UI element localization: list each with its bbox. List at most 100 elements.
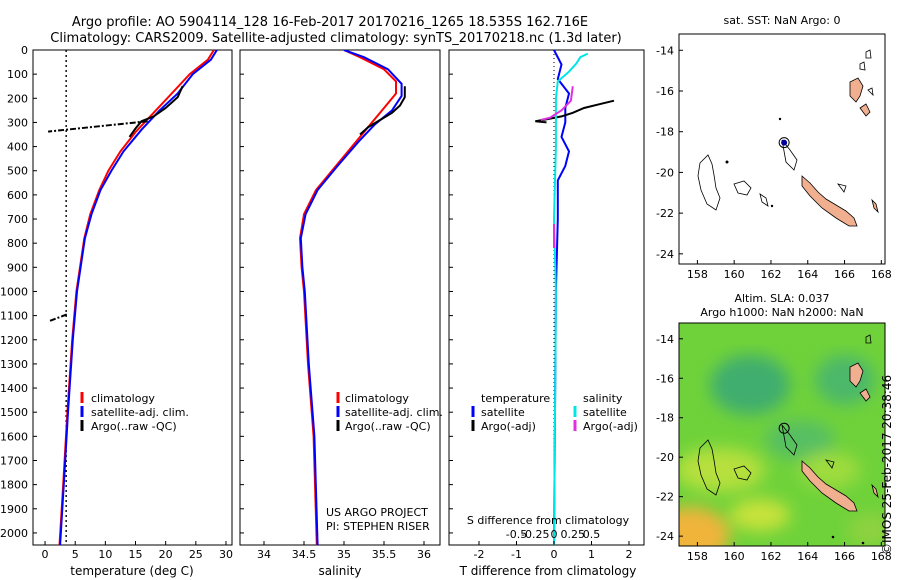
lon-tick-label: 166 [834,550,855,563]
depth-tick-label: 1500 [0,406,28,419]
legend-argo: Argo(..raw -QC) [345,420,431,433]
x-tick-label: 2 [626,548,633,561]
x-tick-label: 10 [98,548,112,561]
legend-climatology: climatology [91,392,155,405]
lat-tick-label: -24 [656,248,674,261]
legend-argo: Argo(..raw -QC) [91,420,177,433]
salinity-panel-frame [239,49,441,546]
lon-tick-label: 162 [760,550,781,563]
x-tick-label: 34 [257,548,271,561]
sla-low-patch [765,420,835,460]
island-outline [865,49,872,59]
salinity-x-axis: 34 34.5 35 35.5 36 [257,541,431,561]
lat-tick-label: -16 [656,372,674,385]
top-tick-label: 0.25 [561,528,586,541]
salinity-x-label: salinity [318,564,361,578]
legend-t-argo: Argo(-adj) [481,420,536,433]
depth-tick-label: 2000 [0,527,28,540]
island [871,483,879,499]
legend-satellite: satellite-adj. clim. [345,406,443,419]
sla-high-patch [679,448,765,492]
sst-map-coastlines [697,49,879,227]
depth-tick-label: 1900 [0,503,28,516]
x-tick-label: 5 [72,548,79,561]
x-tick-label: 35.5 [372,548,397,561]
depth-tick-label: 800 [7,237,28,250]
x-tick-label: 34.5 [292,548,317,561]
islet [770,204,774,208]
x-tick-label: 30 [219,548,233,561]
series-line-argo-spike-1 [47,120,148,133]
argo-position-ring [778,422,790,434]
series-line-satellite-adj-clim- [299,50,403,545]
x-tick-label: 15 [129,548,143,561]
legend-climatology: climatology [345,392,409,405]
sla-map-axes: 158 160 162 164 166 168 -14 -16 -18 -20 -22 -24 [656,333,892,563]
temperature-x-label: temperature (deg C) [70,564,193,578]
lat-tick-label: -22 [656,491,674,504]
x-tick-label: 1 [588,548,595,561]
lon-tick-label: 168 [871,550,892,563]
sla-low-patch [710,355,790,415]
new-caledonia-land [801,175,858,227]
series-line-t-satellite [553,50,571,545]
credit-pi: PI: STEPHEN RISER [326,520,430,533]
lat-tick-label: -22 [656,207,674,220]
new-caledonia-land [801,460,858,512]
islet [861,541,865,545]
island-outline [865,334,872,344]
series-line-argo-spike-2 [47,313,68,323]
top-tick-label: 0.5 [583,528,601,541]
depth-tick-label: 1700 [0,454,28,467]
depth-tick-label: 100 [7,68,28,81]
series-line-climatology [298,50,397,545]
top-tick-label: -0.25 [521,528,549,541]
argo-position-ring [778,137,790,149]
reef-outline [733,180,752,196]
argo-position-dot [781,139,788,146]
temperature-legend: climatology satellite-adj. clim. Argo(..… [80,392,189,433]
salinity-series [298,50,406,545]
lon-tick-label: 164 [797,550,818,563]
s-difference-label: S difference from climatology [467,514,630,527]
depth-tick-label: 0 [21,44,28,57]
depth-tick-label: 200 [7,92,28,105]
header-line-1: Argo profile: AO 5904114_128 16-Feb-2017… [72,15,588,30]
header-line-2: Climatology: CARS2009. Satellite-adjuste… [50,31,622,46]
difference-x-axis: -2 -1 0 1 2 [474,541,633,561]
vanuatu-island [859,388,871,402]
sla-map-title-2: Argo h1000: NaN h2000: NaN [700,306,863,319]
islet [778,117,782,121]
sla-map-frame [678,322,886,547]
x-tick-label: 20 [159,548,173,561]
reef-outline [781,424,798,456]
lat-tick-label: -16 [656,85,674,98]
lat-tick-label: -14 [656,44,674,57]
salinity-legend: climatology satellite-adj. clim. Argo(..… [336,392,443,433]
vanuatu-island [849,77,864,103]
sst-map-title: sat. SST: NaN Argo: 0 [724,14,841,27]
depth-tick-label: 500 [7,165,28,178]
t-difference-label: T difference from climatology [459,564,637,578]
x-tick-label: 35 [337,548,351,561]
reef-outline [697,439,721,496]
difference-panel-frame [448,49,645,546]
sla-coastlines [697,334,879,545]
difference-legend: temperature satellite Argo(-adj) salinit… [471,392,638,433]
reef-outline [697,154,721,211]
series-line-climatology [58,50,215,545]
lon-tick-label: 166 [834,268,855,281]
series-line-argo-raw-qc- [128,85,184,138]
top-tick-label: -0.5 [506,528,527,541]
islet [831,535,835,539]
sla-high-patch [679,507,730,546]
reef-outline [837,183,847,193]
imos-timestamp: ©IMOS 25-Feb-2017 20:38:46 [880,374,894,555]
x-tick-label: 0 [551,548,558,561]
islet [725,160,729,164]
legend-temperature-title: temperature [481,392,550,405]
series-line-argo-raw-qc- [359,86,406,136]
vanuatu-island [859,103,871,117]
lon-tick-label: 164 [797,268,818,281]
